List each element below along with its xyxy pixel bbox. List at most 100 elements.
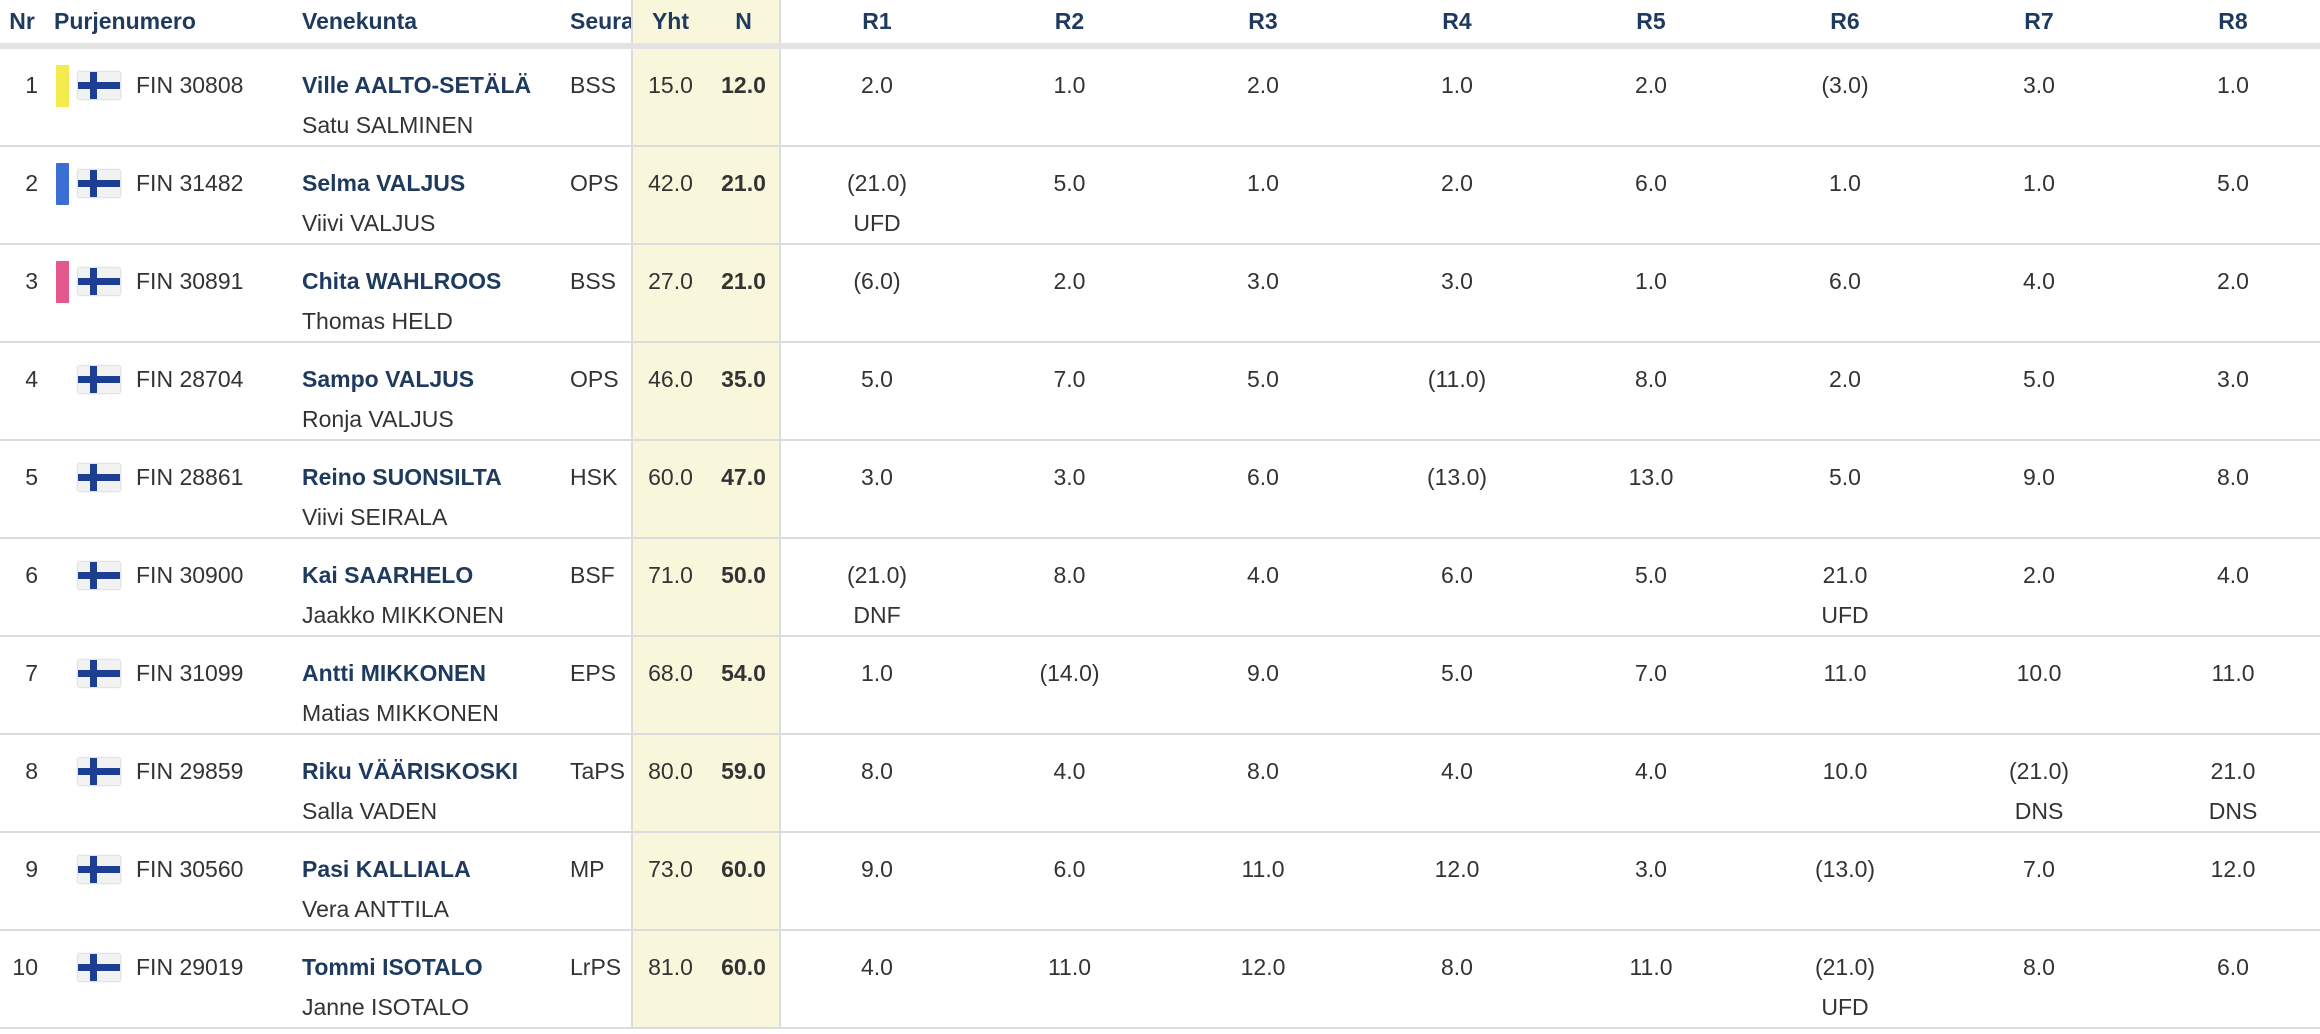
header-r5[interactable]: R5 — [1554, 0, 1748, 49]
race-score-r1: 4.0 — [780, 930, 973, 1028]
sail-number-cell: FIN 31099 — [126, 636, 292, 734]
skipper-name[interactable]: Reino SUONSILTA — [302, 464, 502, 490]
flag-cell — [72, 244, 126, 342]
leader-marker — [56, 751, 69, 793]
race-score: 4.0 — [2023, 268, 2055, 294]
race-score: 2.0 — [1441, 170, 1473, 196]
club-name: OPS — [570, 366, 619, 392]
race-score-r3: 2.0 — [1166, 46, 1360, 146]
header-crew[interactable]: Venekunta — [292, 0, 566, 49]
club-name: LrPS — [570, 954, 622, 980]
race-score: 5.0 — [2217, 170, 2249, 196]
header-sail-number[interactable]: Purjenumero — [44, 0, 292, 49]
penalty-code: DNS — [2014, 798, 2064, 824]
sail-number-cell: FIN 30808 — [126, 46, 292, 146]
header-r3[interactable]: R3 — [1166, 0, 1360, 49]
race-score-r4: 4.0 — [1360, 734, 1554, 832]
skipper-name[interactable]: Ville AALTO-SETÄLÄ — [302, 72, 532, 98]
total-points: 73.0 — [631, 832, 708, 930]
header-r2[interactable]: R2 — [973, 0, 1166, 49]
header-r7[interactable]: R7 — [1942, 0, 2136, 49]
race-score-r2: 1.0 — [973, 46, 1166, 146]
rank-number: 2 — [25, 170, 38, 196]
club-cell: BSS — [566, 46, 632, 146]
race-score: 21.0 — [2210, 758, 2256, 784]
race-score: (13.0) — [1814, 856, 1876, 882]
race-score-r5: 8.0 — [1554, 342, 1748, 440]
flag-cell — [72, 46, 126, 146]
race-score: 11.0 — [1629, 954, 1673, 980]
club-name: HSK — [570, 464, 618, 490]
total-value: 71.0 — [648, 562, 693, 588]
race-score: 7.0 — [1053, 366, 1086, 392]
header-r1[interactable]: R1 — [780, 0, 973, 49]
race-score-r7: 9.0 — [1942, 440, 2136, 538]
net-value: 21.0 — [721, 170, 766, 196]
finland-flag-icon — [78, 856, 120, 883]
marker-cell — [44, 636, 72, 734]
rank-number: 3 — [25, 268, 38, 294]
sail-number-cell: FIN 29859 — [126, 734, 292, 832]
sail-number: FIN 30900 — [136, 562, 244, 588]
header-nr[interactable]: Nr — [0, 0, 44, 49]
skipper-name[interactable]: Pasi KALLIALA — [302, 856, 471, 882]
race-score: 2.0 — [1247, 72, 1279, 98]
finland-flag-icon — [78, 464, 120, 491]
marker-cell — [44, 46, 72, 146]
race-score: 5.0 — [1635, 562, 1667, 588]
marker-cell — [44, 832, 72, 930]
rank-number: 9 — [25, 856, 38, 882]
race-score-r4: 12.0 — [1360, 832, 1554, 930]
marker-cell — [44, 538, 72, 636]
race-score: 8.0 — [1247, 758, 1279, 784]
club-cell: LrPS — [566, 930, 632, 1028]
rank-number: 5 — [25, 464, 38, 490]
race-score: 9.0 — [1247, 660, 1279, 686]
skipper-name[interactable]: Kai SAARHELO — [302, 562, 474, 588]
race-score-r2: 6.0 — [973, 832, 1166, 930]
header-r4[interactable]: R4 — [1360, 0, 1554, 49]
penalty-code: UFD — [1821, 602, 1869, 628]
club-cell: EPS — [566, 636, 632, 734]
sail-number-cell: FIN 28861 — [126, 440, 292, 538]
crew-name: Viivi SEIRALA — [302, 504, 448, 530]
race-score: 10.0 — [2016, 660, 2062, 686]
penalty-code: UFD — [1821, 994, 1869, 1020]
skipper-name[interactable]: Tommi ISOTALO — [302, 954, 483, 980]
race-score: 4.0 — [1247, 562, 1279, 588]
race-score: (11.0) — [1427, 366, 1487, 392]
skipper-name[interactable]: Chita WAHLROOS — [302, 268, 502, 294]
skipper-name[interactable]: Selma VALJUS — [302, 170, 466, 196]
header-r6[interactable]: R6 — [1748, 0, 1942, 49]
race-score-r3: 12.0 — [1166, 930, 1360, 1028]
sail-number: FIN 30891 — [136, 268, 244, 294]
race-score-r5: 3.0 — [1554, 832, 1748, 930]
table-row: 9 FIN 30560 Pasi KALLIALA Vera ANTTILA MP 73.… — [0, 832, 2320, 930]
leader-marker — [56, 163, 69, 205]
rank-number: 6 — [25, 562, 38, 588]
skipper-name[interactable]: Sampo VALJUS — [302, 366, 475, 392]
race-score-r4: 1.0 — [1360, 46, 1554, 146]
race-score: 4.0 — [2217, 562, 2249, 588]
header-net[interactable]: N — [708, 0, 781, 49]
sail-number: FIN 30560 — [136, 856, 244, 882]
net-points: 50.0 — [708, 538, 781, 636]
marker-cell — [44, 734, 72, 832]
finland-flag-icon — [78, 562, 120, 589]
header-club[interactable]: Seura — [566, 0, 632, 49]
net-value: 12.0 — [721, 72, 766, 98]
header-total[interactable]: Yht — [631, 0, 708, 49]
race-score-r1: 1.0 — [780, 636, 973, 734]
skipper-name[interactable]: Antti MIKKONEN — [302, 660, 486, 686]
race-score: 8.0 — [1053, 562, 1086, 588]
leader-marker — [56, 653, 69, 695]
race-score: 8.0 — [2023, 954, 2055, 980]
race-score-r2: 3.0 — [973, 440, 1166, 538]
race-score-r6: 11.0 — [1748, 636, 1942, 734]
header-r8[interactable]: R8 — [2136, 0, 2320, 49]
skipper-name[interactable]: Riku VÄÄRISKOSKI — [302, 758, 518, 784]
race-score: 4.0 — [1635, 758, 1667, 784]
race-score: 8.0 — [1635, 366, 1667, 392]
crew-name: Vera ANTTILA — [302, 896, 450, 922]
